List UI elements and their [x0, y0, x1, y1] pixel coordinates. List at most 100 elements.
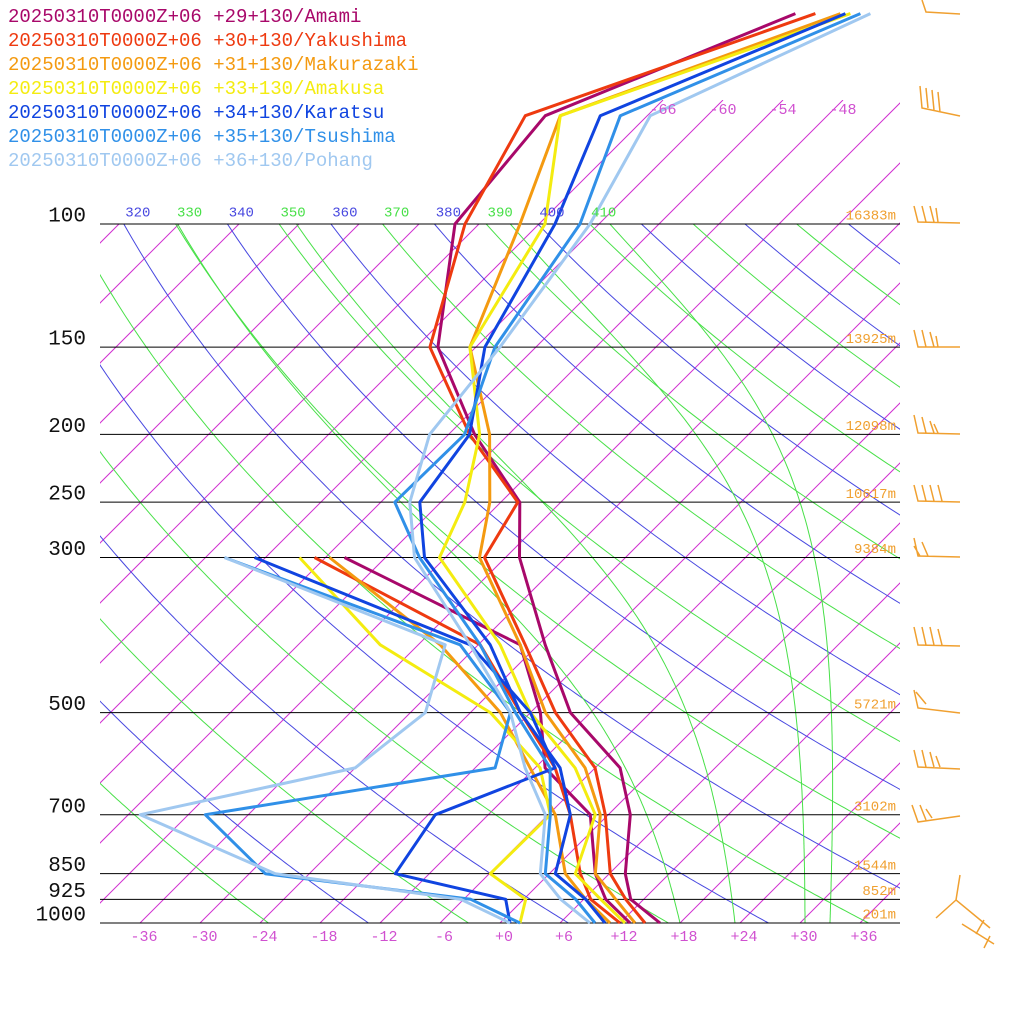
- legend-entry: 20250310T0000Z+06 +36+130/Pohang: [8, 150, 373, 172]
- dry-adiabat: [100, 782, 269, 923]
- dry-adiabat: [175, 224, 900, 839]
- dry-adiabat: [433, 224, 900, 604]
- isotherm: [199, 222, 900, 923]
- height-label: 201m: [862, 908, 896, 924]
- pressure-label: 100: [48, 206, 86, 229]
- wind-barb: [921, 0, 961, 15]
- pressure-label: 300: [48, 539, 86, 562]
- isotherm: [739, 762, 900, 923]
- x-tick-label: -24: [250, 929, 277, 946]
- temperature-line: [468, 12, 841, 924]
- theta-label: 410: [591, 206, 616, 222]
- theta-label: 320: [125, 206, 150, 222]
- wind-barbs: [911, 0, 995, 949]
- theta-label: 360: [332, 206, 357, 222]
- temperature-line: [438, 12, 851, 925]
- wind-barb: [919, 85, 961, 117]
- dry-adiabat: [330, 224, 900, 696]
- pressure-label: 1000: [36, 905, 86, 928]
- isotherm: [100, 100, 784, 784]
- theta-label: 400: [539, 206, 564, 222]
- isotherm: [100, 223, 240, 364]
- isotherm: [100, 223, 480, 604]
- theta-label: 340: [229, 206, 254, 222]
- theta-label: 350: [281, 206, 306, 222]
- x-tick-label: +24: [730, 929, 757, 946]
- x-tick-label: +36: [850, 929, 877, 946]
- height-label: 1544m: [854, 858, 896, 874]
- pressure-label: 925: [48, 881, 86, 904]
- wind-barb: [913, 626, 961, 647]
- isotherm-label: -48: [829, 102, 856, 119]
- pressure-label: 200: [48, 416, 86, 439]
- isotherm: [980, 100, 1024, 923]
- x-tick-label: -30: [190, 929, 217, 946]
- x-tick-label: -36: [130, 929, 157, 946]
- temperature-line: [436, 12, 796, 925]
- isotherm: [920, 100, 1024, 923]
- height-label: 13925m: [846, 332, 896, 348]
- isotherm: [100, 223, 360, 484]
- isotherm: [379, 402, 900, 923]
- pressure-label: 700: [48, 796, 86, 819]
- dry-adiabat: [100, 273, 869, 923]
- dry-adiabat: [100, 364, 769, 923]
- pressure-label: 150: [48, 329, 86, 352]
- theta-label: 330: [177, 206, 202, 222]
- isotherm: [679, 702, 900, 923]
- legend-entry: 20250310T0000Z+06 +31+130/Makurazaki: [8, 54, 418, 76]
- dry-adiabat: [100, 700, 369, 923]
- wind-barb: [911, 804, 961, 823]
- isotherm: [100, 100, 724, 724]
- x-tick-label: +30: [790, 929, 817, 946]
- temperature-line: [428, 12, 816, 924]
- wind-barb: [913, 329, 960, 348]
- dry-adiabat: [910, 192, 1024, 923]
- x-tick-label: -6: [435, 929, 453, 946]
- isotherm: [100, 223, 300, 424]
- height-label: 9384m: [854, 542, 896, 558]
- wind-barb: [935, 874, 991, 935]
- soundings: [138, 12, 872, 925]
- dewpoint-line: [253, 556, 557, 924]
- legend-entry: 20250310T0000Z+06 +35+130/Tsushima: [8, 126, 396, 148]
- height-label: 852m: [862, 884, 896, 900]
- isotherm: [799, 822, 900, 923]
- legend-entry: 20250310T0000Z+06 +29+130/Amami: [8, 6, 361, 28]
- isotherm: [499, 522, 900, 923]
- labels: 320 330 340 350 360 370 380 390 400 410 100 150 200 2…: [8, 6, 896, 946]
- isotherm: [619, 642, 900, 923]
- isotherm: [319, 342, 900, 923]
- wind-barb: [913, 537, 961, 558]
- height-label: 3102m: [854, 799, 896, 815]
- x-tick-label: +0: [495, 929, 513, 946]
- x-tick-label: -12: [370, 929, 397, 946]
- pressure-label: 250: [48, 484, 86, 507]
- isotherm: [100, 102, 900, 904]
- x-tick-label: +12: [610, 929, 637, 946]
- isotherm-label: -60: [709, 102, 736, 119]
- dry-adiabat: [485, 224, 900, 560]
- pressure-label: 850: [48, 855, 86, 878]
- isotherm: [100, 100, 664, 664]
- x-tick-label: -18: [310, 929, 337, 946]
- wind-barb: [913, 205, 961, 224]
- x-tick-label: +18: [670, 929, 697, 946]
- legend-entry: 20250310T0000Z+06 +30+130/Yakushima: [8, 30, 407, 52]
- moist-adiabat: [609, 224, 834, 923]
- dry-adiabat: [123, 224, 900, 889]
- height-label: 10617m: [846, 487, 896, 503]
- wind-barb: [913, 484, 961, 503]
- wind-barb: [913, 689, 961, 714]
- height-label: 16383m: [846, 209, 896, 225]
- dewpoint-line: [138, 556, 511, 925]
- dry-adiabat: [537, 224, 900, 516]
- theta-label: 370: [384, 206, 409, 222]
- theta-label: 390: [488, 206, 513, 222]
- dry-adiabat: [381, 224, 900, 650]
- temperature-line: [418, 12, 846, 924]
- isotherm: [100, 223, 180, 304]
- pressure-label: 500: [48, 694, 86, 717]
- height-label: 5721m: [854, 697, 896, 713]
